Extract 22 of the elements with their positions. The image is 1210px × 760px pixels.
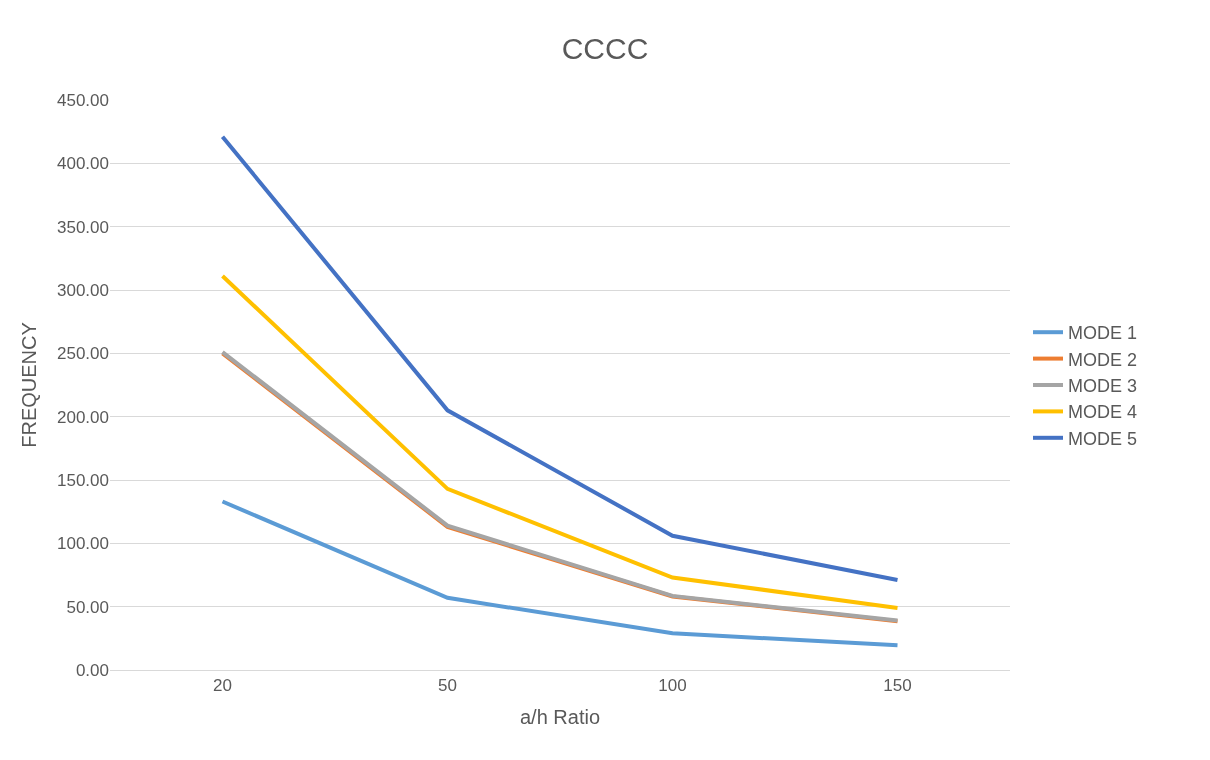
y-tick-label: 450.00 [57,90,109,110]
x-axis-title: a/h Ratio [519,705,601,728]
y-tick-label: 50.00 [66,597,109,617]
legend-label: MODE 2 [1068,349,1138,370]
x-tick-label: 150 [883,676,912,696]
y-tick-label: 350.00 [57,217,109,237]
x-tick-label: 50 [438,676,457,696]
legend-label: MODE 5 [1068,428,1138,449]
y-axis-title: FREQUENCY [17,322,40,448]
legend-label: MODE 4 [1068,402,1138,423]
chart-title: CCCC [561,32,649,65]
legend-label: MODE 3 [1068,376,1138,397]
y-tick-label: 200.00 [57,407,109,427]
y-tick-label: 150.00 [57,470,109,490]
legend-label: MODE 1 [1068,323,1138,344]
y-tick-label: 0.00 [75,660,109,680]
y-tick-label: 100.00 [57,534,109,554]
x-tick-label: 100 [658,676,687,696]
x-tick-label: 20 [213,676,232,696]
y-tick-label: 250.00 [57,344,109,364]
y-tick-label: 300.00 [57,280,109,300]
y-tick-label: 400.00 [57,154,109,174]
